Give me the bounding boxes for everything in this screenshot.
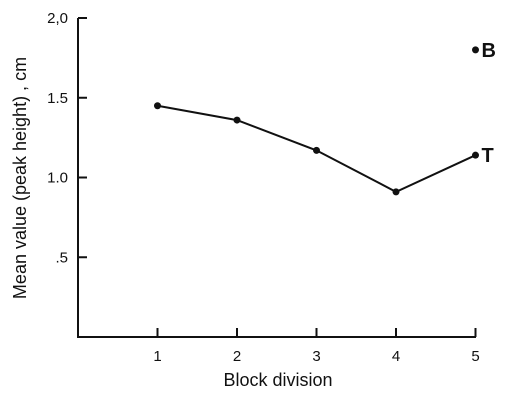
y-tick-label-1: 1.0: [47, 170, 68, 187]
data-point-0-1: [233, 116, 241, 124]
annotation-point-0: [472, 46, 479, 54]
data-point-0-3: [392, 188, 400, 196]
x-tick-label-3: 4: [392, 348, 400, 365]
x-tick-label-1: 2: [233, 348, 241, 365]
data-point-0-0: [154, 102, 161, 110]
x-ticks: 1 2 3 4 5: [153, 328, 480, 365]
data-point-0-2: [313, 146, 320, 154]
annotation-label-1: T: [482, 145, 494, 167]
annotations: BT: [472, 40, 496, 167]
y-tick-label-2: 1.5: [47, 90, 68, 107]
y-tick-label-3: 2,0: [47, 10, 68, 27]
x-tick-label-4: 5: [471, 348, 479, 365]
y-ticks: .5 1.0 1.5 2,0: [47, 10, 87, 266]
series: [154, 102, 479, 196]
chart-axes: [77, 18, 476, 338]
data-point-0-4: [472, 151, 479, 159]
y-axis-title: Mean value (peak height) , cm: [10, 57, 30, 299]
x-axis-title: Block division: [223, 370, 332, 390]
y-tick-label-0: .5: [55, 249, 68, 266]
x-tick-label-0: 1: [153, 348, 161, 365]
annotation-label-0: B: [482, 40, 496, 62]
x-tick-label-2: 3: [312, 348, 320, 365]
